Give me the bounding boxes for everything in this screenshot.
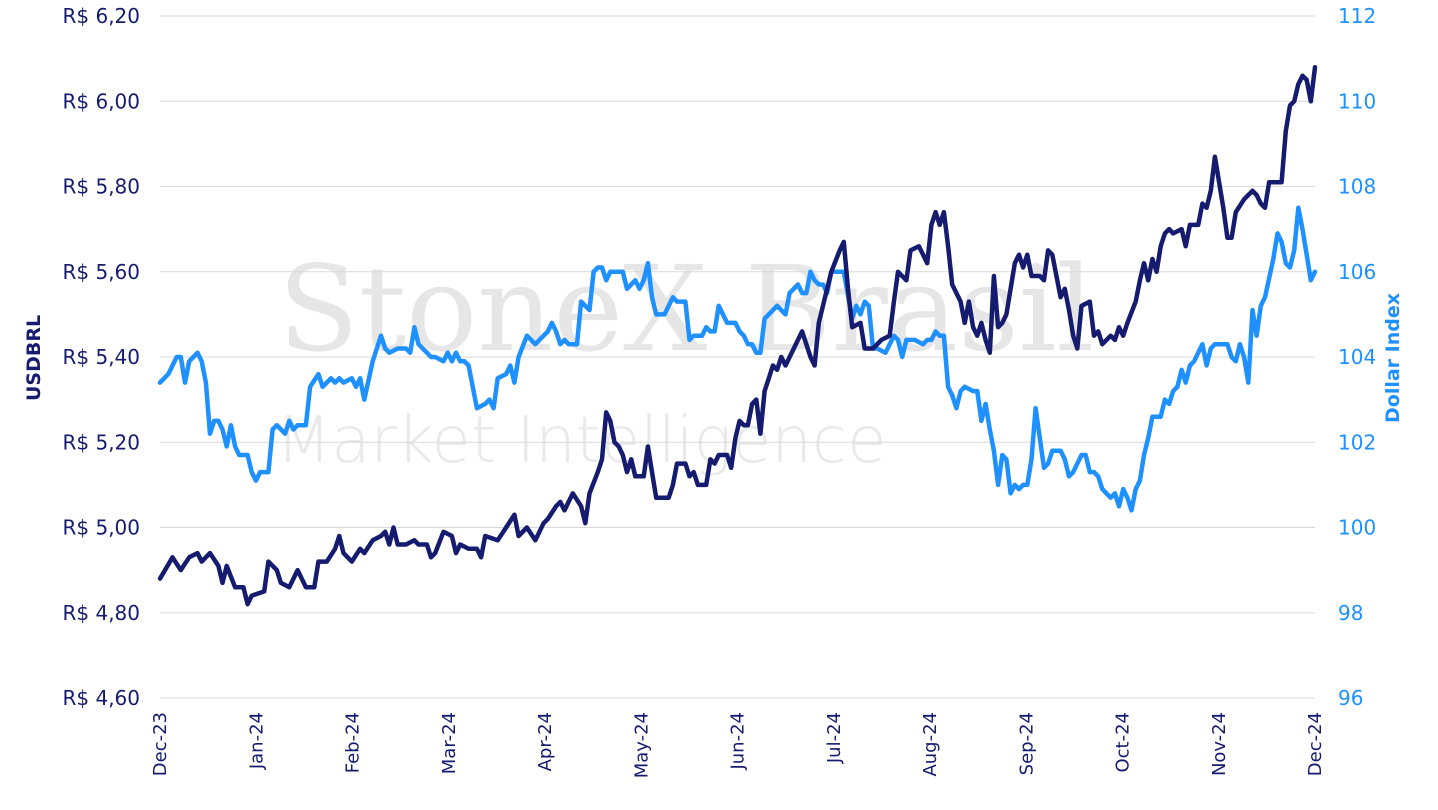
x-tick-label: Nov-24 [1209, 712, 1230, 776]
x-tick-label: Dec-24 [1305, 712, 1326, 776]
x-tick-label: Jun-24 [728, 712, 749, 771]
y-tick-label-right: 100 [1338, 516, 1376, 540]
series-group [157, 64, 1318, 607]
y-tick-label-left: R$ 4,80 [62, 601, 140, 625]
series-line-usdbrl [157, 64, 1318, 607]
y-tick-label-left: R$ 5,00 [62, 516, 140, 540]
x-tick-label: Jan-24 [246, 712, 267, 770]
watermark-line-2: Market Intelligence [276, 404, 887, 478]
y-axis-left-label: USDBRL [23, 315, 45, 401]
y-axis-right: 96 98 100 102 104 106 108 110 112 [1338, 4, 1376, 710]
x-tick-label: May-24 [631, 712, 652, 778]
y-tick-label-left: R$ 5,20 [62, 430, 140, 454]
gridlines [160, 15, 1315, 699]
y-tick-label-right: 108 [1338, 175, 1376, 199]
y-tick-label-left: R$ 5,80 [62, 175, 140, 199]
y-axis-right-label: Dollar Index [1382, 293, 1404, 423]
y-tick-label-right: 98 [1338, 601, 1363, 625]
y-tick-label-left: R$ 5,40 [62, 345, 140, 369]
y-tick-label-right: 110 [1338, 89, 1376, 113]
y-tick-label-left: R$ 6,20 [62, 4, 140, 28]
y-tick-label-right: 112 [1338, 4, 1376, 28]
y-tick-label-right: 102 [1338, 430, 1376, 454]
x-tick-label: Sep-24 [1016, 712, 1037, 775]
watermark: StoneX Brasil Market Intelligence [276, 240, 1094, 478]
x-tick-label: Dec-23 [150, 712, 171, 776]
x-tick-label: Apr-24 [535, 712, 556, 771]
x-axis: Dec-23 Jan-24 Feb-24 Mar-24 Apr-24 May-24 Jun-… [150, 712, 1326, 778]
series-line-dollar-index [157, 205, 1318, 513]
y-axis-left: R$ 4,60 R$ 4,80 R$ 5,00 R$ 5,20 R$ 5,40 R$ 5,… [62, 4, 140, 710]
x-tick-label: Oct-24 [1113, 712, 1134, 773]
y-tick-label-left: R$ 6,00 [62, 89, 140, 113]
y-tick-label-right: 106 [1338, 260, 1376, 284]
x-tick-label: Feb-24 [343, 712, 364, 773]
x-tick-label: Aug-24 [920, 712, 941, 777]
x-tick-label: Jul-24 [824, 712, 845, 764]
y-tick-label-left: R$ 5,60 [62, 260, 140, 284]
x-tick-label: Mar-24 [439, 712, 460, 774]
y-tick-label-right: 96 [1338, 686, 1363, 710]
y-tick-label-left: R$ 4,60 [62, 686, 140, 710]
y-tick-label-right: 104 [1338, 345, 1376, 369]
